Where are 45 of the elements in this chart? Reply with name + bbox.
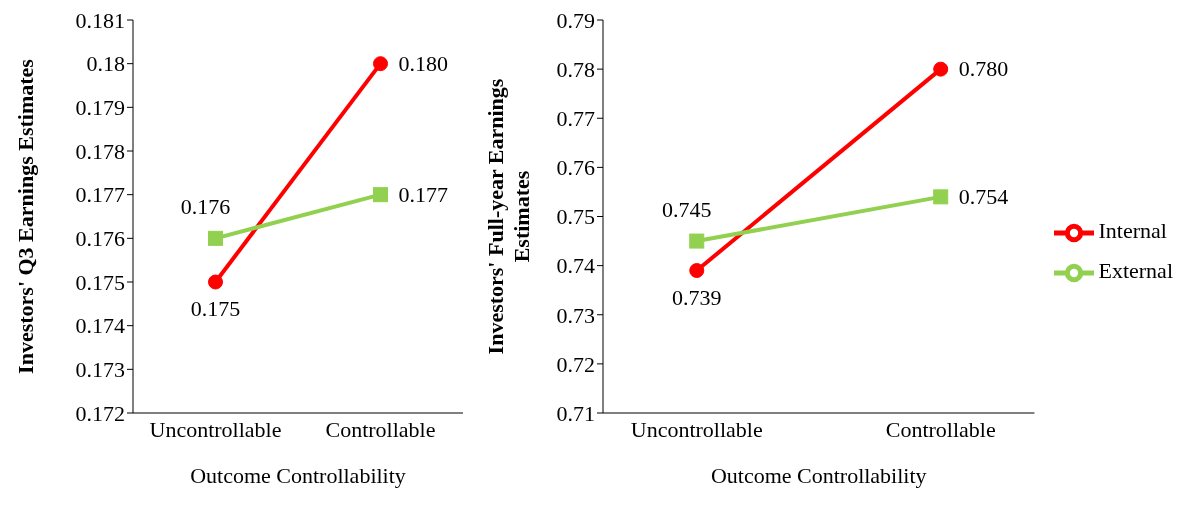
point	[208, 274, 223, 290]
y-axis-title: Investors' Full-year Earnings Estimates	[483, 78, 534, 355]
point	[933, 61, 949, 77]
y-tick-label: 0.78	[556, 56, 595, 82]
y-tick-label: 0.79	[556, 7, 595, 33]
y-tick-label: 0.76	[556, 155, 595, 181]
y-tick-label: 0.175	[75, 269, 125, 295]
y-tick-label: 0.174	[75, 313, 125, 339]
y-axis-title: Investors' Q3 Earnings Estimates	[13, 58, 38, 374]
y-tick-label: 0.177	[75, 182, 125, 208]
point	[689, 233, 705, 249]
data-label: 0.739	[672, 284, 722, 310]
point	[208, 230, 223, 246]
data-label: 0.176	[180, 194, 231, 220]
y-tick-label: 0.179	[75, 95, 125, 121]
point	[689, 263, 705, 279]
y-tick-label: 0.75	[556, 204, 595, 230]
data-label: 0.754	[958, 183, 1009, 209]
x-axis-title: Outcome Controllability	[190, 463, 406, 488]
y-tick-label: 0.72	[556, 351, 595, 377]
legend-label: External	[1098, 258, 1173, 284]
data-label: 0.175	[190, 296, 241, 321]
y-tick-label: 0.172	[75, 400, 125, 426]
y-tick-label: 0.176	[75, 226, 125, 252]
y-tick-label: 0.18	[86, 51, 125, 77]
x-tick-label: Controllable	[325, 416, 436, 442]
legend-label: Internal	[1098, 218, 1167, 244]
y-tick-label: 0.73	[556, 302, 595, 328]
x-tick-label: Controllable	[885, 416, 996, 442]
y-tick-label: 0.74	[556, 253, 595, 279]
y-tick-label: 0.178	[75, 138, 125, 164]
x-axis-title: Outcome Controllability	[710, 463, 927, 488]
y-tick-label: 0.173	[75, 357, 125, 383]
data-label: 0.780	[958, 56, 1009, 82]
data-label: 0.177	[398, 181, 448, 207]
y-tick-label: 0.77	[556, 106, 595, 132]
point	[373, 187, 388, 203]
point	[933, 189, 949, 205]
x-tick-label: Uncontrollable	[149, 416, 282, 442]
x-tick-label: Uncontrollable	[630, 416, 763, 442]
y-tick-label: 0.71	[556, 400, 595, 426]
point	[373, 56, 388, 72]
y-tick-label: 0.181	[75, 7, 125, 33]
data-label: 0.745	[662, 197, 712, 223]
data-label: 0.180	[398, 50, 448, 76]
